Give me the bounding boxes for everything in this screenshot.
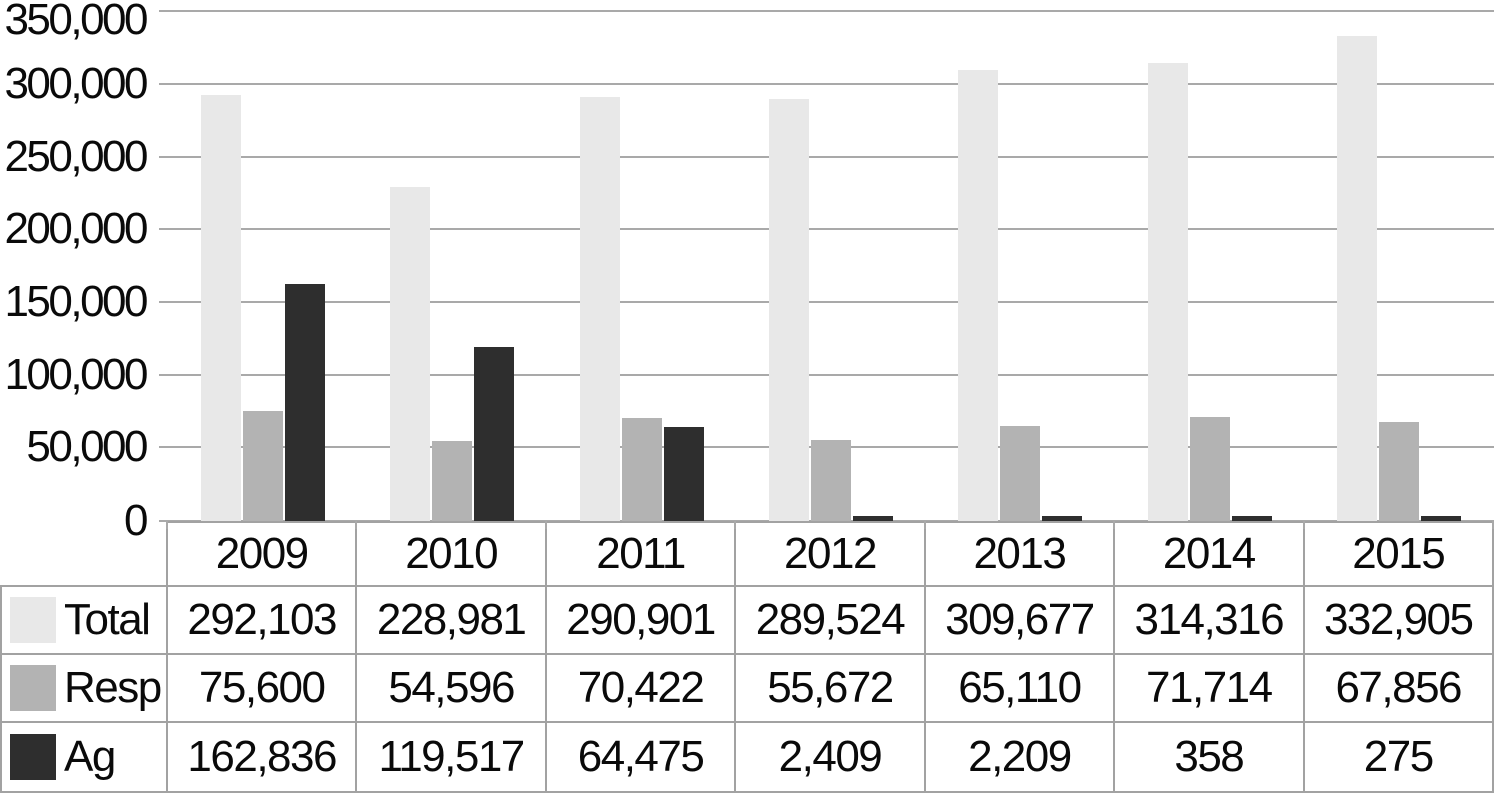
bar-group-2009 <box>168 11 357 521</box>
bar-total-2009 <box>200 95 241 521</box>
table-cell: 65,110 <box>923 653 1116 723</box>
table-header-year: 2012 <box>734 521 926 587</box>
gridline <box>159 83 1494 85</box>
table-cell: 67,856 <box>1302 653 1494 723</box>
x-axis-tick <box>1113 521 1116 529</box>
bar-group-2012 <box>736 11 925 521</box>
bar-group-2013 <box>926 11 1115 521</box>
bar-ag-2011 <box>663 427 704 521</box>
table-cell: 309,677 <box>923 585 1116 655</box>
bar-ag-2014 <box>1231 516 1272 521</box>
table-cell: 2,209 <box>923 721 1116 793</box>
y-axis-label: 0 <box>124 496 148 545</box>
x-axis-tick <box>166 521 168 529</box>
plot-area <box>168 11 1494 521</box>
table-cell: 292,103 <box>166 585 358 655</box>
bar-resp-2010 <box>432 441 473 521</box>
legend-swatch-ag <box>10 734 56 780</box>
bar-total-2013 <box>958 70 999 521</box>
legend-label: Resp <box>64 663 162 712</box>
table-cell: 55,672 <box>734 653 926 723</box>
table-header-year: 2010 <box>355 521 547 587</box>
bar-resp-2012 <box>810 440 851 521</box>
table-cell: 332,905 <box>1302 585 1494 655</box>
gridline <box>159 228 1494 230</box>
bar-resp-2015 <box>1379 422 1420 521</box>
bar-total-2015 <box>1337 36 1378 521</box>
legend-swatch-resp <box>10 665 56 711</box>
y-axis-label: 350,000 <box>4 0 148 44</box>
table-cell: 289,524 <box>734 585 926 655</box>
gridline <box>159 10 1494 12</box>
table-cell: 70,422 <box>544 653 737 723</box>
bar-group-2011 <box>547 11 736 521</box>
x-axis-tick <box>1492 521 1494 529</box>
table-cell: 290,901 <box>544 585 737 655</box>
x-axis-tick <box>923 521 926 529</box>
table-cell: 71,714 <box>1113 653 1305 723</box>
x-axis-tick <box>355 521 358 529</box>
legend-label: Ag <box>64 732 116 781</box>
table-cell: 275 <box>1302 721 1494 793</box>
bar-group-2014 <box>1115 11 1304 521</box>
table-cell: 314,316 <box>1113 585 1305 655</box>
table-header-year: 2015 <box>1302 521 1494 587</box>
table-header-row: 2009 2010 2011 2012 2013 2014 2015 <box>166 521 1494 587</box>
bar-group-2015 <box>1305 11 1494 521</box>
bar-ag-2009 <box>284 284 325 521</box>
table-header-year: 2009 <box>166 521 358 587</box>
table-header-year: 2011 <box>544 521 737 587</box>
bar-ag-2013 <box>1042 516 1083 521</box>
table-cell: 228,981 <box>355 585 547 655</box>
legend-item-ag: Ag <box>0 721 168 793</box>
bar-total-2012 <box>768 99 809 521</box>
bar-resp-2011 <box>621 418 662 521</box>
table-cell: 75,600 <box>166 653 358 723</box>
table-row-resp: Resp 75,600 54,596 70,422 55,672 65,110 … <box>0 653 1494 723</box>
gridline <box>159 301 1494 303</box>
y-axis-label: 200,000 <box>4 204 148 253</box>
table-cell: 119,517 <box>355 721 547 793</box>
bar-ag-2012 <box>852 516 893 521</box>
data-table: 2009 2010 2011 2012 2013 2014 2015 Total… <box>0 521 1494 795</box>
y-axis-label: 50,000 <box>26 422 148 471</box>
gridline <box>159 156 1494 158</box>
legend-label: Total <box>64 595 151 644</box>
bar-resp-2009 <box>242 411 283 521</box>
bar-resp-2014 <box>1189 417 1230 521</box>
y-axis-label: 250,000 <box>4 132 148 181</box>
y-axis-label: 100,000 <box>4 350 148 399</box>
bar-ag-2015 <box>1421 516 1462 521</box>
table-cell: 54,596 <box>355 653 547 723</box>
table-cell: 2,409 <box>734 721 926 793</box>
table-cell: 358 <box>1113 721 1305 793</box>
legend-item-resp: Resp <box>0 653 168 723</box>
legend-swatch-total <box>10 597 56 643</box>
x-axis-tick <box>544 521 547 529</box>
y-axis-label: 300,000 <box>4 59 148 108</box>
bar-total-2010 <box>390 187 431 521</box>
y-axis-label: 150,000 <box>4 277 148 326</box>
table-cell: 162,836 <box>166 721 358 793</box>
table-cell: 64,475 <box>544 721 737 793</box>
bar-ag-2010 <box>474 347 515 521</box>
bar-resp-2013 <box>1000 426 1041 521</box>
bar-group-2010 <box>357 11 546 521</box>
table-row-ag: Ag 162,836 119,517 64,475 2,409 2,209 35… <box>0 721 1494 793</box>
legend-item-total: Total <box>0 585 168 655</box>
x-axis-tick <box>734 521 737 529</box>
bar-total-2014 <box>1147 63 1188 521</box>
table-header-year: 2013 <box>923 521 1116 587</box>
table-row-total: Total 292,103 228,981 290,901 289,524 30… <box>0 585 1494 655</box>
bar-total-2011 <box>579 97 620 521</box>
gridline <box>159 374 1494 376</box>
x-axis-tick <box>1302 521 1305 529</box>
table-header-year: 2014 <box>1113 521 1305 587</box>
